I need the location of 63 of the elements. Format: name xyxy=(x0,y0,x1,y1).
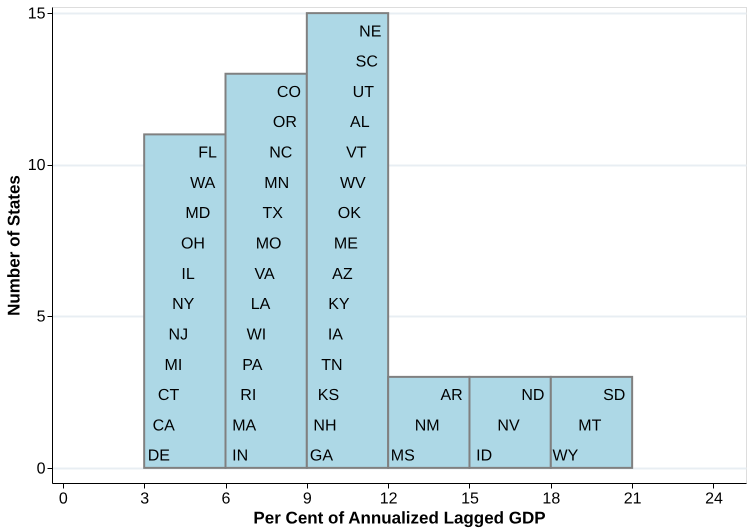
annotation: AL xyxy=(350,114,370,132)
annotation: AZ xyxy=(332,266,353,283)
annotation: WV xyxy=(340,174,366,192)
x-tick-label: 18 xyxy=(542,490,560,508)
x-tick-label: 24 xyxy=(705,490,723,508)
x-tick-label: 21 xyxy=(624,490,642,508)
annotation: MI xyxy=(164,356,182,374)
annotation: TX xyxy=(262,205,284,222)
annotation: SC xyxy=(356,54,378,71)
annotation: FL xyxy=(198,144,218,162)
x-axis-title: Per Cent of Annualized Lagged GDP xyxy=(253,508,546,528)
annotation: MT xyxy=(578,417,602,434)
annotation: WY xyxy=(552,448,579,465)
annotation: VT xyxy=(346,144,367,162)
annotation: NH xyxy=(313,417,337,434)
annotation: LA xyxy=(250,296,271,314)
annotation: MD xyxy=(185,205,210,222)
annotation: KS xyxy=(318,387,340,404)
annotation: OK xyxy=(338,205,362,222)
annotation: GA xyxy=(310,448,334,465)
annotation: WI xyxy=(246,326,266,344)
annotation: TN xyxy=(321,356,343,374)
y-tick-label: 5 xyxy=(36,308,46,326)
annotation: ME xyxy=(334,235,358,252)
annotation: OH xyxy=(180,235,205,252)
annotation: SD xyxy=(603,387,626,404)
annotation: NV xyxy=(497,417,520,434)
annotation: MS xyxy=(390,448,415,465)
annotation: NE xyxy=(359,23,382,40)
y-axis-title: Number of States xyxy=(4,175,24,316)
annotation: DE xyxy=(148,448,170,465)
annotation: ID xyxy=(476,448,492,465)
x-tick-label: 15 xyxy=(461,490,479,508)
y-tick-label: 10 xyxy=(28,157,46,174)
annotation: MN xyxy=(264,174,290,192)
annotation: CO xyxy=(276,84,301,101)
annotation: NC xyxy=(269,144,292,162)
y-tick-label: 15 xyxy=(28,6,46,23)
annotation: OR xyxy=(272,114,297,132)
x-tick-label: 9 xyxy=(302,490,312,508)
annotation: MA xyxy=(232,417,257,434)
annotation: AR xyxy=(440,387,463,404)
annotation: ND xyxy=(521,387,544,404)
annotation: IA xyxy=(328,326,344,344)
annotation: NY xyxy=(172,296,195,314)
annotation: NJ xyxy=(168,326,188,344)
annotation: KY xyxy=(328,296,350,314)
annotation: NM xyxy=(414,417,440,434)
annotation: VA xyxy=(254,266,275,283)
annotation: RI xyxy=(240,387,256,404)
annotation: UT xyxy=(352,84,374,101)
x-tick-label: 12 xyxy=(380,490,398,508)
annotation: MO xyxy=(256,235,282,252)
annotation: WA xyxy=(190,174,216,192)
x-tick-label: 0 xyxy=(58,490,68,508)
x-tick-label: 6 xyxy=(222,490,231,508)
annotation: PA xyxy=(242,356,263,374)
y-tick-label: 0 xyxy=(36,460,46,478)
annotation: CT xyxy=(158,387,180,404)
annotation: IL xyxy=(181,266,195,283)
x-tick-label: 3 xyxy=(140,490,150,508)
annotation: CA xyxy=(152,417,176,434)
annotation: IN xyxy=(232,448,248,465)
